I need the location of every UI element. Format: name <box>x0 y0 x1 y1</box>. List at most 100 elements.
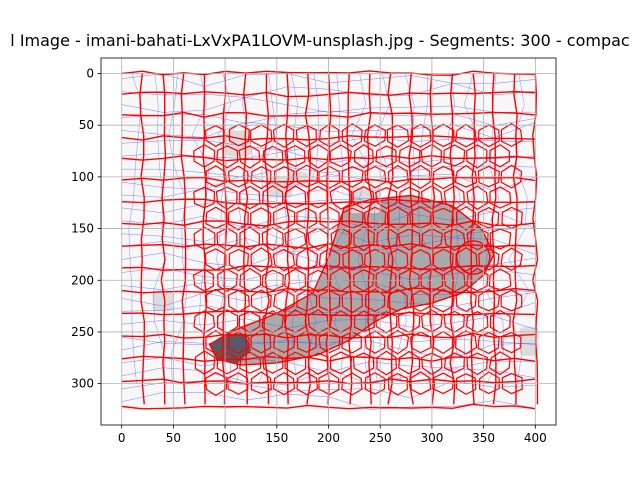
segment-cell <box>409 123 432 148</box>
segment-cell <box>261 310 284 334</box>
segment-cell <box>193 144 216 168</box>
segment-cell <box>477 206 500 229</box>
y-tick-label: 200 <box>71 273 94 287</box>
segment-cell <box>479 371 500 395</box>
segment-cell <box>329 185 353 210</box>
segment-cell <box>364 372 386 395</box>
segment-cell <box>227 165 249 188</box>
segment-cell <box>306 269 330 293</box>
segment-cell <box>330 227 353 250</box>
segment-cell <box>261 227 284 251</box>
segment-cell <box>387 164 409 189</box>
segment-boundaries <box>121 70 539 410</box>
x-tick-label: 100 <box>214 431 237 445</box>
segment-cell <box>239 185 261 210</box>
segment-cell <box>364 330 386 354</box>
segment-cell <box>284 185 307 209</box>
segment-cell <box>489 228 512 250</box>
segment-cell <box>307 185 329 209</box>
segment-cell <box>376 350 397 376</box>
segment-cell <box>353 269 375 292</box>
segment-boundary <box>387 73 394 405</box>
segment-cell <box>261 269 284 292</box>
segment-cell <box>456 240 491 275</box>
segment-cell <box>375 145 397 168</box>
segment-cell <box>443 228 466 251</box>
segment-cell <box>238 145 261 169</box>
segment-cell <box>318 248 341 271</box>
light-cell <box>349 187 381 214</box>
segment-boundary <box>160 73 167 405</box>
segment-cell <box>432 123 455 148</box>
segment-cell <box>409 331 432 354</box>
segment-cell <box>364 248 386 272</box>
segment-cell <box>489 186 512 209</box>
segment-cell <box>466 267 489 292</box>
segment-cell <box>227 206 249 231</box>
segment-cell <box>478 124 500 148</box>
segment-cell <box>205 371 228 397</box>
segment-cell <box>216 227 238 251</box>
segment-cell <box>295 124 317 148</box>
segment-cell <box>272 123 295 148</box>
segment-cell <box>341 372 363 396</box>
chart-title: l Image - imani-bahati-LxVxPA1LOVM-unspl… <box>10 31 629 50</box>
segment-cell <box>501 331 522 354</box>
segment-cell <box>387 329 410 355</box>
segment-cell <box>227 331 250 354</box>
segment-cell <box>262 145 284 169</box>
segment-cell <box>272 371 296 396</box>
segment-cell <box>295 164 319 188</box>
segment-cell <box>341 290 363 314</box>
segment-cell <box>217 268 238 293</box>
segment-cell <box>250 247 273 273</box>
x-tick-label: 300 <box>420 431 443 445</box>
segment-cell <box>216 145 239 169</box>
segment-cell <box>250 289 272 312</box>
segment-cell <box>215 186 238 211</box>
segment-cell <box>204 248 227 271</box>
segment-boundary <box>283 73 291 405</box>
segment-cell <box>489 144 511 168</box>
segment-cell <box>432 207 455 231</box>
segment-cell <box>284 268 307 293</box>
segment-cell <box>432 248 454 272</box>
segment-cell <box>477 331 500 355</box>
segment-cell <box>375 268 397 293</box>
segment-cell <box>329 144 352 168</box>
segment-cell <box>410 371 432 395</box>
segment-cell <box>318 371 340 396</box>
segment-cell <box>228 123 250 147</box>
segment-cell <box>284 144 306 168</box>
segment-cell <box>319 206 340 231</box>
segment-cell <box>329 267 352 293</box>
segment-cell <box>249 124 273 148</box>
segment-cell <box>250 371 272 395</box>
y-tick-label: 100 <box>71 170 94 184</box>
segment-cell <box>478 247 500 271</box>
segment-cell <box>455 289 477 313</box>
segment-cell <box>193 310 216 334</box>
segment-cell <box>376 226 398 250</box>
segment-cell <box>409 249 432 271</box>
segment-cell <box>466 185 489 210</box>
segment-cell <box>192 268 214 292</box>
segment-cell <box>239 226 260 251</box>
segment-cell <box>307 227 330 251</box>
segment-cell <box>455 247 478 272</box>
light-cell <box>152 290 174 312</box>
segment-cell <box>228 248 250 272</box>
x-tick-label: 200 <box>317 431 340 445</box>
segment-boundary <box>304 73 312 405</box>
segment-cell <box>296 330 317 353</box>
segment-cell <box>398 228 421 251</box>
segment-cell <box>454 123 478 148</box>
segment-cell <box>307 309 330 334</box>
segment-cell <box>296 372 319 396</box>
segment-cell <box>454 164 478 188</box>
axis-ticks: 0 50 100 150 200 250 300 350 400 0 50 100 150 200 250 3… <box>71 67 547 445</box>
segment-cell <box>386 124 410 148</box>
x-tick-label: 400 <box>524 431 547 445</box>
segment-cell <box>193 226 216 251</box>
